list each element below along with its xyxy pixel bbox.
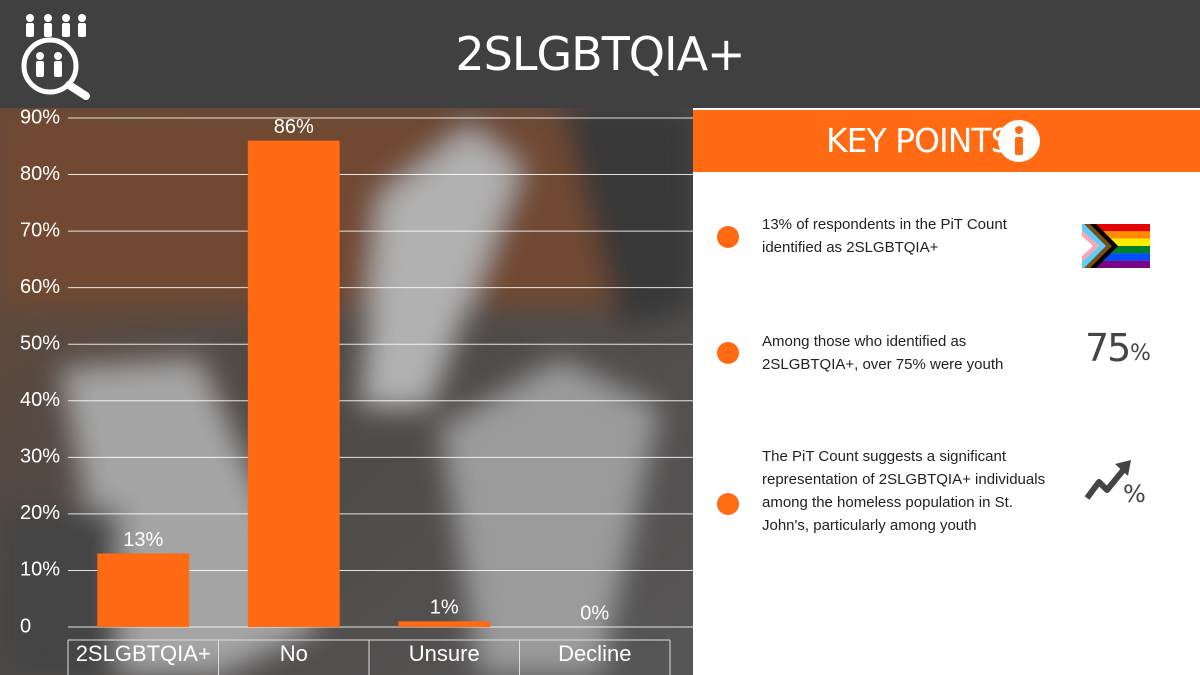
y-tick-label: 80% <box>20 163 60 185</box>
value-label: 13% <box>123 529 163 551</box>
stat-number: 75 <box>1085 326 1131 370</box>
value-label: 86% <box>274 116 314 138</box>
people-search-icon <box>21 14 90 100</box>
y-tick-label: 10% <box>20 559 60 581</box>
pride-flag <box>1082 224 1150 268</box>
chart: 0 10% 20% 30% 40% 50% 60% 70% 80% 90% 2SLGBTQIA+ 13… <box>0 108 693 675</box>
key-points-title: KEY POINTS <box>826 121 1012 160</box>
bullet <box>717 226 739 248</box>
key-points-header: KEY POINTS <box>693 110 1200 172</box>
header: 2SLGBTQIA+ <box>0 0 1200 108</box>
y-tick-label: 60% <box>20 276 60 298</box>
y-tick-label: 0 <box>20 615 31 637</box>
trend-icon <box>1084 460 1131 500</box>
y-tick-label: 90% <box>20 108 60 128</box>
key-point-text: The PiT Count suggests a significant rep… <box>762 448 1046 534</box>
stat-icon-text: % <box>1123 480 1146 508</box>
y-tick-label: 50% <box>20 333 60 355</box>
y-tick-label: 20% <box>20 502 60 524</box>
page-title: 2SLGBTQIA+ <box>455 27 745 81</box>
y-tick-label: 70% <box>20 219 60 241</box>
value-label: 0% <box>580 602 609 624</box>
bar <box>247 140 340 627</box>
key-points-panel: KEY POINTS 13% of respondents in the PiT… <box>693 108 1200 675</box>
info-icon <box>998 120 1040 162</box>
x-tick-label: No <box>280 641 308 666</box>
x-tick-label: Unsure <box>409 641 480 666</box>
y-tick-label: 40% <box>20 389 60 411</box>
x-tick-label: Decline <box>558 641 631 666</box>
value-label: 1% <box>430 597 459 619</box>
bullet <box>717 342 739 364</box>
x-tick-label: 2SLGBTQIA+ <box>76 641 211 666</box>
bar <box>398 621 491 627</box>
y-tick-label: 30% <box>20 446 60 468</box>
key-point-text: Among those who identified as 2SLGBTQIA+… <box>762 333 1004 373</box>
stat-unit: % <box>1130 341 1151 366</box>
bullet <box>717 493 739 515</box>
bar <box>97 553 190 627</box>
key-point-text: 13% of respondents in the PiT Count iden… <box>762 216 1007 256</box>
